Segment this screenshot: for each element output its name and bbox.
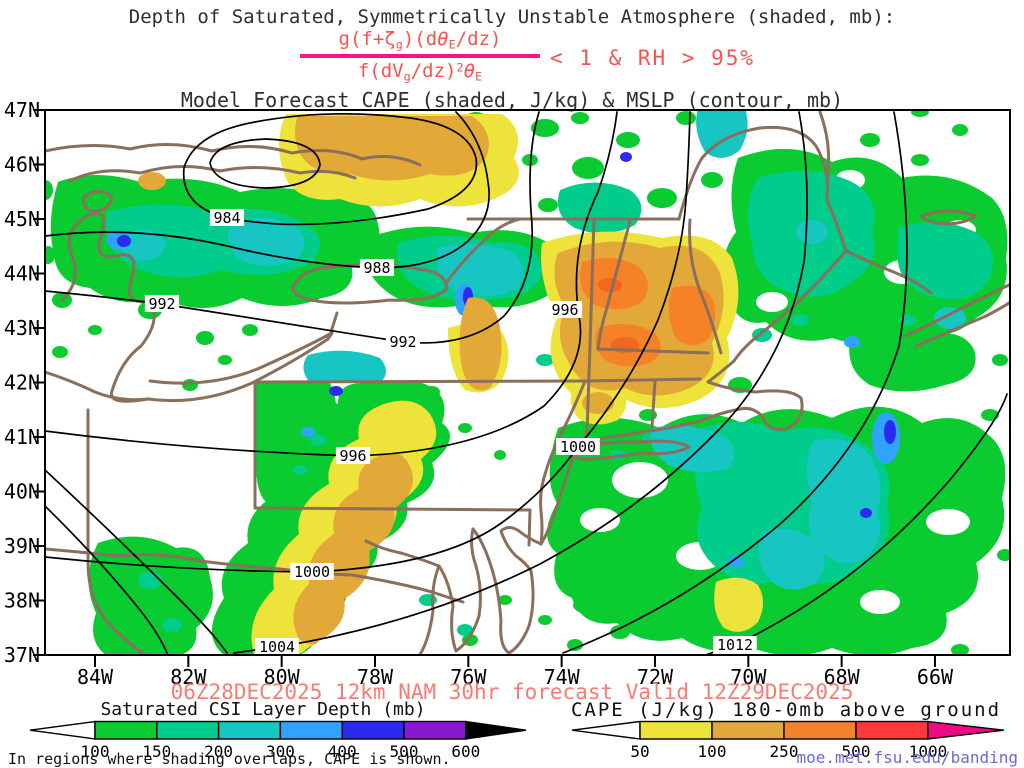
longitude-axis: 84W 82W 80W 78W 76W 74W 72W 70W 68W 66W: [77, 655, 954, 689]
fraction-bar: [300, 54, 540, 59]
map-shading: [45, 110, 1010, 655]
svg-text:300: 300: [266, 742, 295, 761]
svg-text:72W: 72W: [637, 665, 674, 689]
svg-text:68W: 68W: [824, 665, 861, 689]
svg-text:78W: 78W: [357, 665, 394, 689]
svg-text:200: 200: [204, 742, 233, 761]
svg-text:1000: 1000: [294, 563, 330, 581]
svg-text:44N: 44N: [4, 262, 40, 286]
svg-text:992: 992: [148, 295, 175, 313]
formula-numerator: g(f+ζg)(dθE/dz): [338, 28, 502, 52]
map-subtitle: Model Forecast CAPE (shaded, J/kg) & MSL…: [180, 88, 844, 112]
csi-formula: g(f+ζg)(dθE/dz) f(dVg/dz)2θE: [290, 28, 550, 84]
svg-text:66W: 66W: [917, 665, 954, 689]
svg-text:984: 984: [213, 209, 240, 227]
svg-text:600: 600: [451, 742, 480, 761]
svg-text:250: 250: [770, 742, 799, 761]
svg-text:39N: 39N: [4, 534, 40, 558]
cape-colorbar-title: CAPE (J/kg) 180-0mb above ground: [570, 699, 1002, 721]
svg-text:40N: 40N: [4, 480, 40, 504]
svg-text:996: 996: [551, 301, 578, 319]
latitude-axis: 47N 46N 45N 44N 43N 42N 41N 40N 39N 38N 37N: [4, 98, 45, 667]
svg-text:47N: 47N: [4, 98, 40, 122]
svg-text:1012: 1012: [717, 636, 753, 654]
svg-text:41N: 41N: [4, 425, 40, 449]
svg-text:70W: 70W: [730, 665, 767, 689]
csi-colorbar: 100 150 200 300 400 500 600: [29, 720, 527, 761]
contour-labels: 984 988 992 992 996 996 1000 1000 1004 1012: [144, 209, 757, 656]
svg-text:74W: 74W: [544, 665, 581, 689]
svg-text:45N: 45N: [4, 207, 40, 231]
svg-text:500: 500: [842, 742, 871, 761]
svg-text:1000: 1000: [909, 742, 948, 761]
svg-text:996: 996: [339, 447, 366, 465]
csi-colorbar-title: Saturated CSI Layer Depth (mb): [100, 699, 426, 720]
svg-text:500: 500: [390, 742, 419, 761]
svg-text:1000: 1000: [560, 438, 596, 456]
svg-text:84W: 84W: [77, 665, 114, 689]
svg-text:50: 50: [630, 742, 649, 761]
svg-text:400: 400: [328, 742, 357, 761]
state-borders: [45, 110, 1010, 655]
svg-text:46N: 46N: [4, 153, 40, 177]
svg-text:42N: 42N: [4, 371, 40, 395]
page-title: Depth of Saturated, Symmetrically Unstab…: [128, 6, 896, 28]
svg-text:38N: 38N: [4, 589, 40, 613]
svg-text:82W: 82W: [170, 665, 207, 689]
svg-text:80W: 80W: [264, 665, 301, 689]
svg-text:988: 988: [363, 259, 390, 277]
overlap-note: In regions where shading overlaps, CAPE …: [8, 750, 451, 768]
svg-text:100: 100: [81, 742, 110, 761]
cape-colorbar: 50 100 250 500 1000: [571, 720, 1005, 761]
svg-text:100: 100: [698, 742, 727, 761]
svg-text:150: 150: [142, 742, 171, 761]
forecast-valid-line: 06Z28DEC2025 12km NAM 30hr forecast Vali…: [170, 680, 854, 704]
formula-denominator: f(dVg/dz)2θE: [357, 60, 483, 84]
formula-condition: < 1 & RH > 95%: [550, 46, 756, 70]
svg-text:43N: 43N: [4, 316, 40, 340]
website-link[interactable]: moe.met.fsu.edu/banding: [796, 748, 1018, 767]
svg-text:37N: 37N: [4, 643, 40, 667]
svg-text:992: 992: [389, 333, 416, 351]
svg-text:76W: 76W: [450, 665, 487, 689]
svg-text:1004: 1004: [259, 638, 295, 656]
